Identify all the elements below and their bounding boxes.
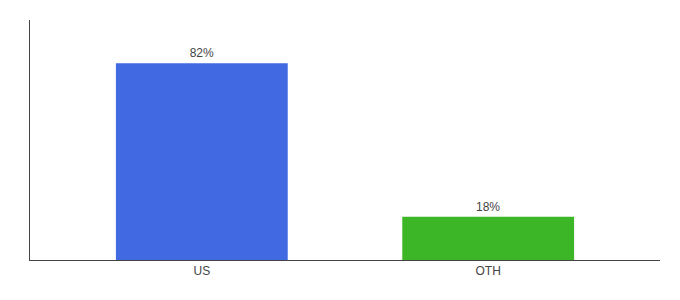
svg-text:OTH: OTH [476, 264, 501, 278]
svg-text:US: US [193, 264, 210, 278]
svg-text:82%: 82% [190, 46, 214, 60]
svg-text:18%: 18% [476, 200, 500, 214]
